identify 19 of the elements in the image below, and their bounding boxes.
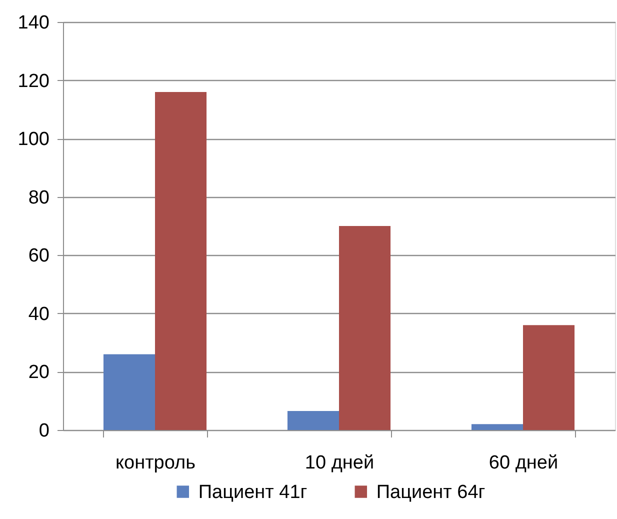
bar: [287, 411, 339, 430]
y-tick-label: 20: [28, 362, 50, 384]
legend-label: Пациент 41г: [198, 482, 308, 503]
y-tick-label: 120: [18, 70, 50, 92]
legend-label: Пациент 64г: [376, 482, 486, 503]
y-tick-label: 0: [38, 420, 50, 442]
y-tick-label: 60: [28, 246, 50, 267]
x-tick-label: 10 дней: [304, 452, 374, 474]
bar: [103, 354, 155, 430]
y-tick-label: 100: [18, 129, 50, 150]
y-tick-label: 140: [18, 12, 50, 34]
bar: [339, 226, 391, 430]
y-tick-label: 80: [28, 187, 50, 208]
x-tick-label: контроль: [116, 452, 196, 474]
bar: [523, 325, 575, 430]
y-tick-label: 40: [28, 304, 50, 325]
bar: [471, 424, 523, 430]
bar: [155, 92, 207, 430]
x-tick-label: 60 дней: [488, 452, 558, 474]
